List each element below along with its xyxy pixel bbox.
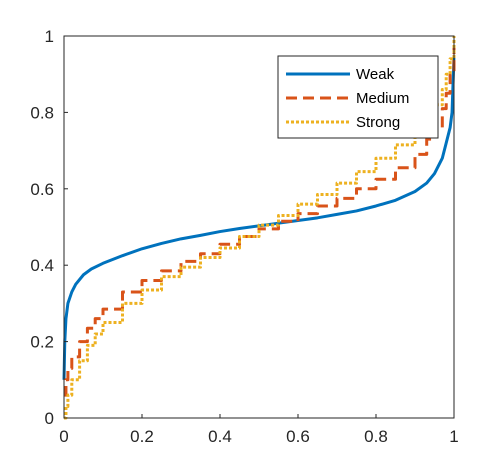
plot-frame xyxy=(63,35,455,419)
y-tick-label: 0.6 xyxy=(30,180,54,199)
x-tick-label: 0.2 xyxy=(130,427,154,446)
y-tick-label: 1 xyxy=(45,27,54,46)
series-line-weak xyxy=(62,55,456,380)
ticks-layer: 0 0.2 0.4 0.6 0.8 1 0 0.2 0.4 0.6 0.8 1 xyxy=(30,27,458,446)
legend: Weak Medium Strong xyxy=(277,55,439,139)
x-tick-label: 0.4 xyxy=(208,427,232,446)
series-line-medium xyxy=(64,47,456,397)
x-tick-label: 0.6 xyxy=(286,427,310,446)
legend-label-weak: Weak xyxy=(356,66,395,83)
legend-label-strong: Strong xyxy=(356,114,400,131)
y-tick-label: 0.2 xyxy=(30,333,54,352)
x-tick-label: 1 xyxy=(449,427,458,446)
legend-label-medium: Medium xyxy=(356,90,409,107)
y-tick-label: 0.8 xyxy=(30,103,54,122)
y-tick-label: 0 xyxy=(45,409,54,428)
y-tick-label: 0.4 xyxy=(30,256,54,275)
legend-box xyxy=(277,55,439,139)
x-tick-label: 0.8 xyxy=(364,427,388,446)
x-tick-label: 0 xyxy=(59,427,68,446)
